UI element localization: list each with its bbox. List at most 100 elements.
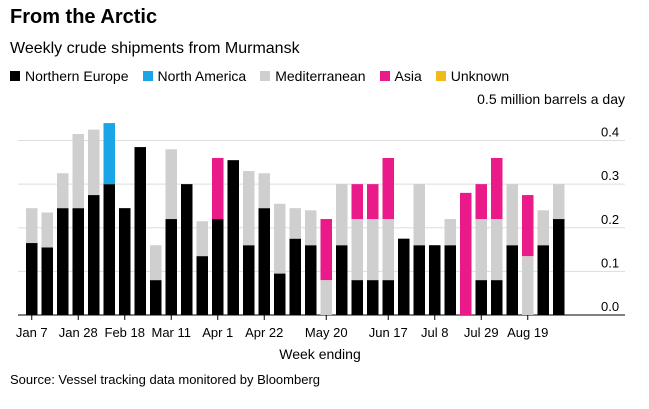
bar-segment-northern-europe	[196, 256, 208, 315]
bar-segment-northern-europe	[367, 280, 379, 315]
bar-segment-northern-europe	[398, 238, 410, 315]
bar-segment-asia	[522, 195, 534, 257]
legend-swatch-asia	[379, 71, 390, 81]
bar-segment-mediterranean	[382, 219, 394, 281]
bar-segment-northern-europe	[134, 147, 146, 315]
bar-segment-northern-europe	[429, 245, 441, 315]
bar-segment-mediterranean	[258, 173, 270, 209]
bar-segment-northern-europe	[258, 208, 270, 315]
bar-segment-northern-europe	[475, 280, 487, 315]
bar-segment-mediterranean	[351, 219, 363, 281]
bar-segment-mediterranean	[88, 129, 100, 196]
y-tick-label: 0.4	[601, 125, 619, 140]
legend-label: Mediterranean	[275, 68, 366, 84]
bar-segment-mediterranean	[289, 208, 301, 239]
bar-segment-mediterranean	[243, 171, 255, 246]
legend-label: Northern Europe	[25, 68, 129, 84]
bar-segment-northern-europe	[119, 208, 131, 315]
y-axis-ticks: 0.0 0.1 0.2 0.3 0.4	[601, 125, 619, 314]
x-tick-label: May 20	[305, 325, 348, 340]
bar-segment-asia	[212, 157, 224, 220]
x-tick-label: Jan 7	[16, 325, 48, 340]
bar-segment-northern-europe	[491, 280, 503, 315]
bar-segment-northern-europe	[336, 245, 348, 315]
bar-segment-northern-europe	[243, 245, 255, 315]
bar-segment-northern-europe	[382, 280, 394, 315]
legend-swatch-mediterranean	[260, 71, 271, 81]
y-tick-label: 0.3	[601, 168, 619, 183]
bar-segment-mediterranean	[57, 173, 69, 209]
y-axis-units: 0.5 million barrels a day	[477, 91, 625, 107]
legend-label: North America	[157, 68, 247, 84]
bar-segment-northern-europe	[289, 238, 301, 315]
legend-swatch-unknown	[435, 71, 446, 81]
bar-segment-northern-europe	[413, 245, 425, 315]
legend-item-asia: Asia	[379, 68, 422, 84]
bar-segment-northern-europe	[88, 195, 100, 315]
bar-segment-mediterranean	[305, 210, 317, 246]
bar-segment-northern-europe	[103, 184, 115, 315]
bar-segment-mediterranean	[320, 280, 332, 315]
bar-segment-asia	[367, 184, 379, 220]
x-tick-label: Jul 8	[421, 325, 448, 340]
bar-segment-mediterranean	[491, 219, 503, 281]
bar-segment-asia	[475, 184, 487, 220]
bar-segment-mediterranean	[367, 219, 379, 281]
bar-segment-northern-europe	[41, 247, 53, 315]
bar-segment-mediterranean	[522, 256, 534, 315]
bar-segment-mediterranean	[553, 184, 565, 220]
legend-label: Asia	[394, 68, 422, 84]
source-note: Source: Vessel tracking data monitored b…	[10, 372, 321, 387]
legend-label: Unknown	[450, 68, 510, 84]
bar-segment-mediterranean	[413, 184, 425, 246]
legend-item-mediterranean: Mediterranean	[260, 68, 366, 84]
x-tick-label: Aug 19	[507, 325, 548, 340]
y-tick-label: 0.0	[601, 299, 619, 314]
bar-segment-northern-europe	[150, 280, 162, 315]
bar-segment-mediterranean	[150, 245, 162, 281]
x-tick-label: Apr 22	[245, 325, 283, 340]
legend-item-north-america: North America	[142, 68, 247, 84]
bar-segment-mediterranean	[72, 133, 84, 209]
bar-segment-mediterranean	[26, 208, 38, 244]
bar-segment-northern-europe	[57, 208, 69, 315]
bar-segment-mediterranean	[196, 221, 208, 257]
legend-swatch-northern-europe	[10, 71, 20, 81]
bar-segment-mediterranean	[41, 212, 53, 248]
bar-segment-mediterranean	[444, 219, 456, 246]
chart-title: From the Arctic	[10, 6, 158, 28]
x-tick-label: Feb 18	[105, 325, 145, 340]
x-tick-label: Apr 1	[202, 325, 233, 340]
bar-segment-northern-europe	[26, 243, 38, 315]
bar-segment-asia	[320, 219, 332, 281]
x-tick-label: Mar 11	[152, 325, 192, 340]
bar-segment-northern-europe	[212, 219, 224, 315]
y-tick-label: 0.1	[601, 255, 619, 270]
legend-item-northern-europe: Northern Europe	[10, 68, 129, 84]
bar-segment-northern-europe	[305, 245, 317, 315]
bar-segment-northern-europe	[227, 160, 239, 315]
bar-segment-northern-europe	[181, 184, 193, 315]
bar-segment-asia	[382, 157, 394, 220]
bar-segment-northern-europe	[537, 245, 549, 315]
y-tick-label: 0.2	[601, 212, 619, 227]
x-tick-label: Jan 28	[59, 325, 98, 340]
bar-segment-northern-europe	[553, 219, 565, 315]
bar-segment-asia	[460, 192, 472, 315]
bar-segment-northern-europe	[506, 245, 518, 315]
bar-segment-mediterranean	[506, 184, 518, 246]
bar-segment-north-america	[103, 123, 115, 185]
bar-segment-asia	[491, 157, 503, 220]
chart-subtitle: Weekly crude shipments from Murmansk	[10, 40, 300, 57]
bar-segment-mediterranean	[165, 149, 177, 220]
bar-segment-mediterranean	[475, 219, 487, 281]
bar-segment-northern-europe	[72, 208, 84, 315]
legend-item-unknown: Unknown	[435, 68, 510, 84]
bar-segment-northern-europe	[165, 219, 177, 315]
bars	[26, 123, 565, 315]
legend: Northern Europe North America Mediterran…	[10, 68, 509, 84]
x-tick-label: Jun 17	[369, 325, 408, 340]
x-tick-label: Jul 29	[464, 325, 499, 340]
x-axis-ticks: Jan 7 Jan 28 Feb 18 Mar 11 Apr 1 Apr 22 May 20…	[16, 315, 548, 340]
